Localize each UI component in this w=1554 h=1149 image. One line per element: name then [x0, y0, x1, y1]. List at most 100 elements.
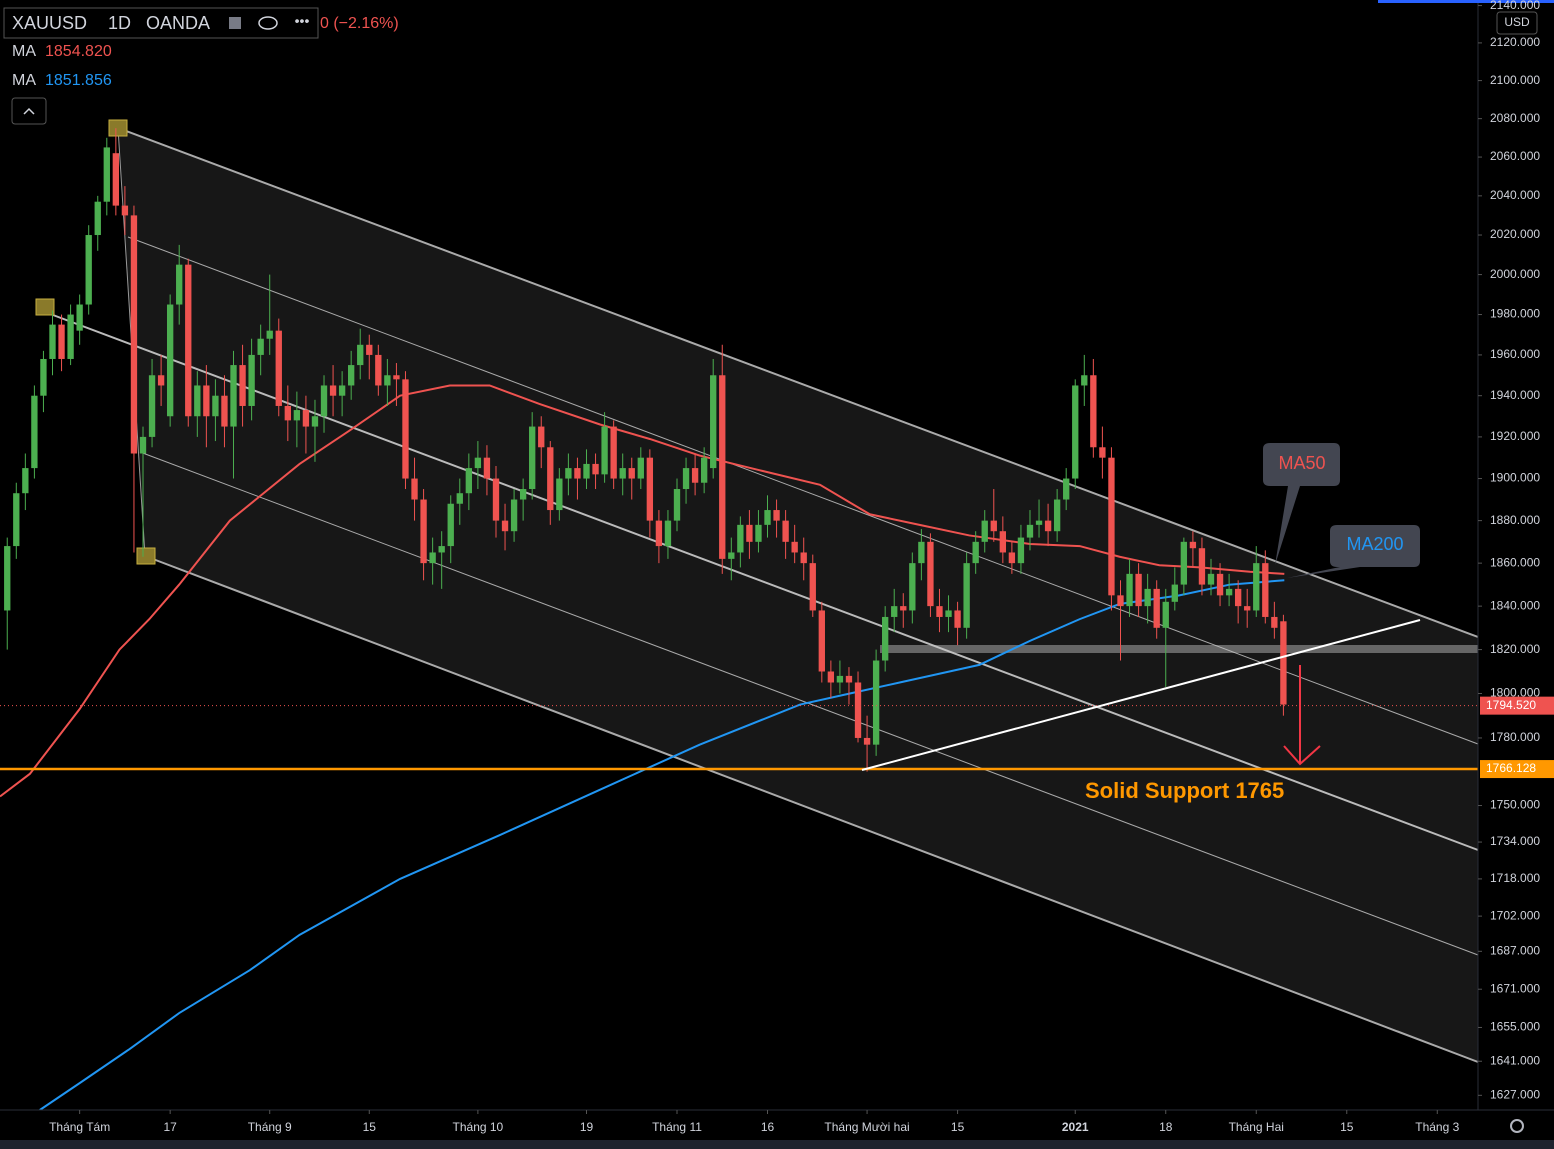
- candle-body: [329, 385, 337, 396]
- candle-body: [474, 457, 482, 469]
- channel-line: [144, 555, 1479, 1063]
- candle-body: [972, 541, 979, 564]
- candle-body: [1072, 385, 1079, 479]
- settings-icon[interactable]: [1510, 1119, 1524, 1133]
- x-tick-label: 18: [1159, 1120, 1173, 1134]
- resistance-zone: [880, 645, 1478, 653]
- candle-body: [583, 463, 590, 479]
- candle-body: [809, 563, 816, 611]
- price-label: 1766.128: [1486, 761, 1536, 775]
- candle-body: [872, 660, 880, 745]
- y-tick-label: 1900.000: [1490, 471, 1540, 485]
- candle-body: [818, 610, 825, 672]
- y-tick-label: 1960.000: [1490, 347, 1540, 361]
- candle-body: [610, 426, 617, 479]
- candle-body: [230, 365, 237, 427]
- eye-icon[interactable]: [258, 16, 278, 30]
- candle-body: [936, 606, 943, 617]
- candle-body: [257, 338, 264, 355]
- candle-body: [845, 675, 853, 683]
- y-axis-area: [1478, 0, 1554, 1110]
- candle-body: [311, 416, 319, 427]
- candle-body: [1189, 541, 1197, 549]
- candle-body: [67, 314, 74, 359]
- candle-body: [1171, 584, 1178, 602]
- ma-value: 1851.856: [45, 72, 112, 89]
- candle-body: [891, 606, 898, 617]
- candle-body: [1035, 520, 1043, 525]
- candle-body: [863, 737, 871, 745]
- x-tick-label: Tháng Tám: [49, 1120, 110, 1134]
- annotation: Solid Support 1765: [1085, 778, 1284, 803]
- candle-body: [1244, 606, 1251, 611]
- y-tick-label: 1687.000: [1490, 943, 1540, 957]
- callout: [1287, 525, 1420, 578]
- candle-body: [719, 375, 726, 559]
- y-tick-label: 1820.000: [1490, 642, 1540, 656]
- candle-body: [49, 324, 56, 359]
- candle-body: [646, 457, 654, 521]
- more-icon[interactable]: •••: [295, 13, 310, 29]
- candle-body: [4, 546, 11, 611]
- price-label-box: [1480, 696, 1554, 715]
- candle-body: [1253, 563, 1260, 611]
- y-tick-label: 1940.000: [1490, 388, 1540, 402]
- x-tick-label: Tháng Hai: [1229, 1120, 1284, 1134]
- candle-body: [166, 304, 174, 417]
- currency: USD: [1504, 15, 1530, 29]
- price-label: 1794.520: [1486, 698, 1536, 712]
- candle-body: [710, 375, 717, 469]
- x-tick-label: Tháng Mười hai: [824, 1120, 909, 1134]
- collapse-button[interactable]: [11, 97, 47, 125]
- callout: [1263, 443, 1340, 565]
- candle-body: [673, 489, 681, 521]
- candle-body: [909, 563, 916, 611]
- y-tick-label: 1671.000: [1490, 981, 1540, 995]
- icon[interactable]: [229, 17, 241, 29]
- ma-name: MA: [12, 72, 36, 89]
- drawings: [35, 119, 1479, 1063]
- candle-body: [1090, 375, 1097, 448]
- y-tick-label: 1860.000: [1490, 555, 1540, 569]
- candle-body: [773, 510, 780, 521]
- y-tick-label: 2080.000: [1490, 111, 1540, 125]
- y-tick-label: 1627.000: [1490, 1087, 1540, 1101]
- candle-body: [981, 520, 988, 542]
- symbol-box[interactable]: [3, 7, 319, 39]
- top-strip: [1378, 0, 1554, 3]
- y-tick-label: 2020.000: [1490, 227, 1540, 241]
- change: 0 (−2.16%): [320, 15, 399, 32]
- candle-body: [519, 489, 527, 500]
- y-tick-label: 1655.000: [1490, 1020, 1540, 1034]
- x-tick-label: 16: [761, 1120, 775, 1134]
- y-tick-label: 2000.000: [1490, 267, 1540, 281]
- y-tick-label: 1718.000: [1490, 871, 1540, 885]
- candle-body: [664, 520, 672, 547]
- candle-body: [1180, 541, 1188, 585]
- candle-body: [1225, 588, 1233, 596]
- x-tick-label: 15: [1340, 1120, 1354, 1134]
- x-tick-label: 19: [580, 1120, 594, 1134]
- candle-body: [1017, 537, 1025, 564]
- candle-body: [338, 385, 346, 396]
- candle-body: [510, 499, 518, 532]
- candle-body: [574, 468, 581, 479]
- candle-body: [447, 503, 454, 547]
- x-tick-label: Tháng 11: [652, 1120, 702, 1134]
- handle: [136, 547, 156, 565]
- candle-body: [121, 205, 129, 216]
- candle-body: [682, 468, 690, 490]
- candle-body: [320, 385, 328, 417]
- candle-body: [212, 395, 219, 417]
- x-tick-label: Tháng 3: [1415, 1120, 1459, 1134]
- candle-body: [483, 457, 491, 479]
- bottom-bar: [0, 1140, 1554, 1149]
- channel-line: [127, 236, 1479, 745]
- x-tick-label: Tháng 9: [248, 1120, 292, 1134]
- currency-box[interactable]: [1496, 11, 1538, 35]
- candle-body: [1135, 573, 1142, 607]
- channel-line: [117, 127, 1479, 638]
- x-tick-label: 15: [951, 1120, 965, 1134]
